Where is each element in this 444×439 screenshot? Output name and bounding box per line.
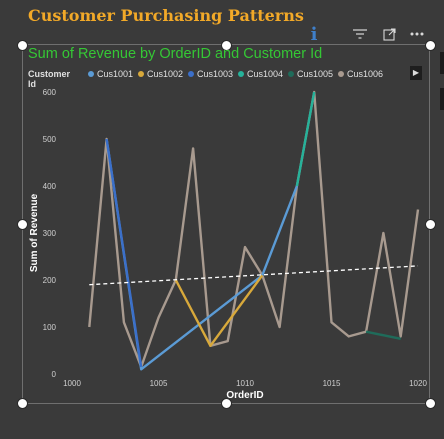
legend-label: Cus1004: [247, 69, 284, 79]
y-tick-label: 100: [43, 323, 57, 332]
legend-swatch: [238, 71, 244, 77]
legend-item-cus1003[interactable]: Cus1003: [188, 69, 233, 79]
y-tick-label: 400: [43, 182, 57, 191]
resize-handle-bottom-left[interactable]: [17, 398, 28, 409]
focus-mode-icon[interactable]: [379, 24, 399, 44]
resize-handle-top-center[interactable]: [221, 40, 232, 51]
legend-item-cus1005[interactable]: Cus1005: [288, 69, 333, 79]
legend-swatch: [188, 71, 194, 77]
series-line-cus1006: [88, 90, 420, 369]
legend-title: Customer Id: [28, 69, 71, 89]
x-tick-label: 1005: [150, 379, 168, 388]
trend-line: [89, 265, 419, 286]
info-icon[interactable]: i: [310, 23, 318, 45]
visual-toolbar: i: [308, 24, 433, 46]
y-tick-label: 200: [43, 276, 57, 285]
x-axis-title: OrderID: [226, 390, 263, 401]
x-tick-label: 1010: [236, 379, 254, 388]
series-line-cus1002: [174, 274, 264, 347]
chart-title: Sum of Revenue by OrderID and Customer I…: [28, 46, 323, 62]
pane-tab-upper[interactable]: [440, 52, 444, 74]
resize-handle-top-right[interactable]: [425, 40, 436, 51]
legend-label: Cus1003: [197, 69, 234, 79]
series-line-cus1003: [105, 138, 143, 368]
legend-item-cus1006[interactable]: Cus1006: [338, 69, 383, 79]
resize-handle-bottom-right[interactable]: [425, 398, 436, 409]
y-tick-label: 0: [52, 370, 57, 379]
resize-handle-bottom-center[interactable]: [221, 398, 232, 409]
legend-label: Cus1006: [347, 69, 384, 79]
y-tick-label: 600: [43, 88, 57, 97]
series-line-cus1004: [295, 91, 316, 187]
legend-swatch: [88, 71, 94, 77]
pane-tab-lower[interactable]: [440, 88, 444, 110]
legend-swatch: [138, 71, 144, 77]
legend-item-cus1002[interactable]: Cus1002: [138, 69, 183, 79]
y-tick-label: 300: [43, 229, 57, 238]
series-line-cus1005: [365, 330, 401, 340]
legend-swatch: [338, 71, 344, 77]
resize-handle-middle-left[interactable]: [17, 219, 28, 230]
chevron-right-icon[interactable]: ▶: [410, 66, 422, 80]
resize-handle-middle-right[interactable]: [425, 219, 436, 230]
y-axis-title: Sum of Revenue: [29, 193, 40, 272]
more-options-icon[interactable]: [406, 24, 428, 44]
page-title: Customer Purchasing Patterns: [28, 6, 304, 25]
legend-label: Cus1005: [297, 69, 334, 79]
x-tick-label: 1015: [323, 379, 341, 388]
legend-label: Cus1001: [97, 69, 134, 79]
filter-icon[interactable]: [350, 24, 370, 44]
legend-item-cus1004[interactable]: Cus1004: [238, 69, 283, 79]
y-tick-label: 500: [43, 135, 57, 144]
legend-item-cus1001[interactable]: Cus1001: [88, 69, 133, 79]
x-tick-label: 1020: [409, 379, 427, 388]
x-tick-label: 1000: [63, 379, 81, 388]
legend-label: Cus1002: [147, 69, 184, 79]
resize-handle-top-left[interactable]: [17, 40, 28, 51]
legend-swatch: [288, 71, 294, 77]
